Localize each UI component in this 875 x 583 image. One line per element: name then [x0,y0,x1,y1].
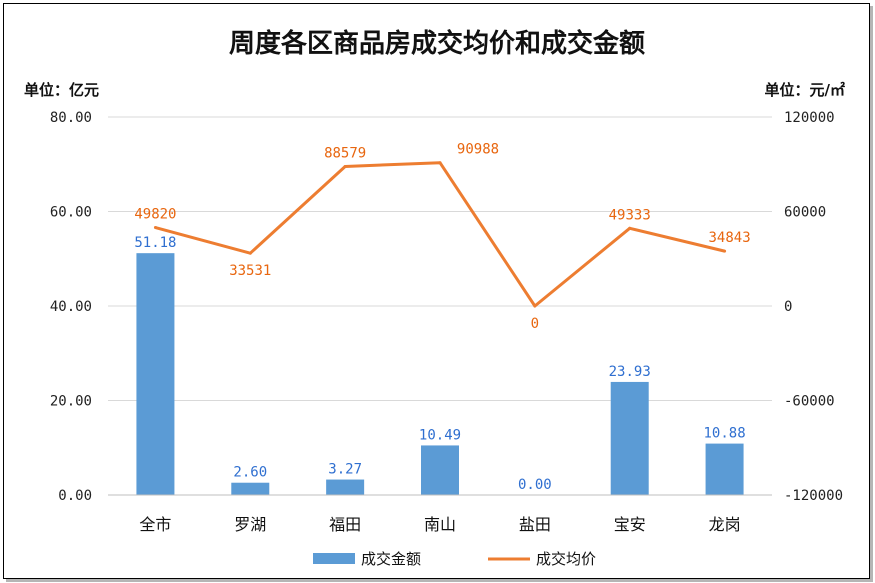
line-series: 49820 33531 88579 90988 0 49333 34843 [134,142,750,332]
right-tick-label: -60000 [784,394,835,410]
line-point [723,249,727,253]
line-data-label: 33531 [229,263,271,279]
right-tick-label: 60000 [784,205,826,221]
legend-swatch-bar [313,553,355,564]
line-point [153,226,157,230]
left-tick-label: 0.00 [58,488,92,504]
category-label: 宝安 [614,515,646,534]
line-point [248,251,252,255]
line-data-label: 49333 [609,207,651,223]
line-data-label: 88579 [324,145,366,161]
bar-data-label: 3.27 [328,462,362,478]
right-tick-label: 0 [784,299,792,315]
category-label: 全市 [139,515,171,534]
line-data-label: 0 [531,316,539,332]
bar [705,443,744,495]
bar [421,445,459,495]
bar-data-label: 10.49 [419,427,461,443]
category-label: 南山 [424,515,456,534]
left-tick-label: 80.00 [50,110,92,126]
left-tick-label: 20.00 [50,394,92,410]
right-tick-label: -120000 [784,488,843,504]
left-tick-label: 40.00 [50,299,92,315]
category-label: 龙岗 [709,515,741,534]
bar [610,381,649,495]
gridlines [108,116,772,401]
category-label: 罗湖 [234,515,266,534]
legend: 成交金额 成交均价 [313,550,596,568]
bar-data-label: 0.00 [518,477,552,493]
left-tick-label: 60.00 [50,205,92,221]
line-data-label: 34843 [708,230,750,246]
bar-data-label: 51.18 [134,235,176,251]
bar-data-label: 10.88 [703,426,745,442]
bar-data-label: 23.93 [609,364,651,380]
axes: 0.00 20.00 40.00 60.00 80.00 -120000 -60000 0 60… [50,110,843,534]
line-point [438,161,442,165]
left-axis-unit: 单位：亿元 [24,81,99,99]
legend-label-line: 成交均价 [536,550,596,568]
bar [136,253,175,495]
category-label: 福田 [329,515,361,534]
bar [326,479,365,495]
line-point [628,226,632,230]
bar [231,482,270,495]
right-axis-unit: 单位：元/㎡ [765,81,845,99]
category-label: 盐田 [519,515,551,534]
chart-title: 周度各区商品房成交均价和成交金额 [229,28,645,59]
line-point [533,304,537,308]
line-data-label: 49820 [134,207,176,223]
line-data-label: 90988 [457,142,499,158]
price-line [155,161,725,308]
line-point [343,164,347,168]
right-tick-label: 120000 [784,110,835,126]
bar-series: 51.18 2.60 3.27 10.49 0.00 23.93 10.88 [134,235,746,495]
legend-label-bar: 成交金额 [361,550,421,568]
bar-data-label: 2.60 [233,465,267,481]
